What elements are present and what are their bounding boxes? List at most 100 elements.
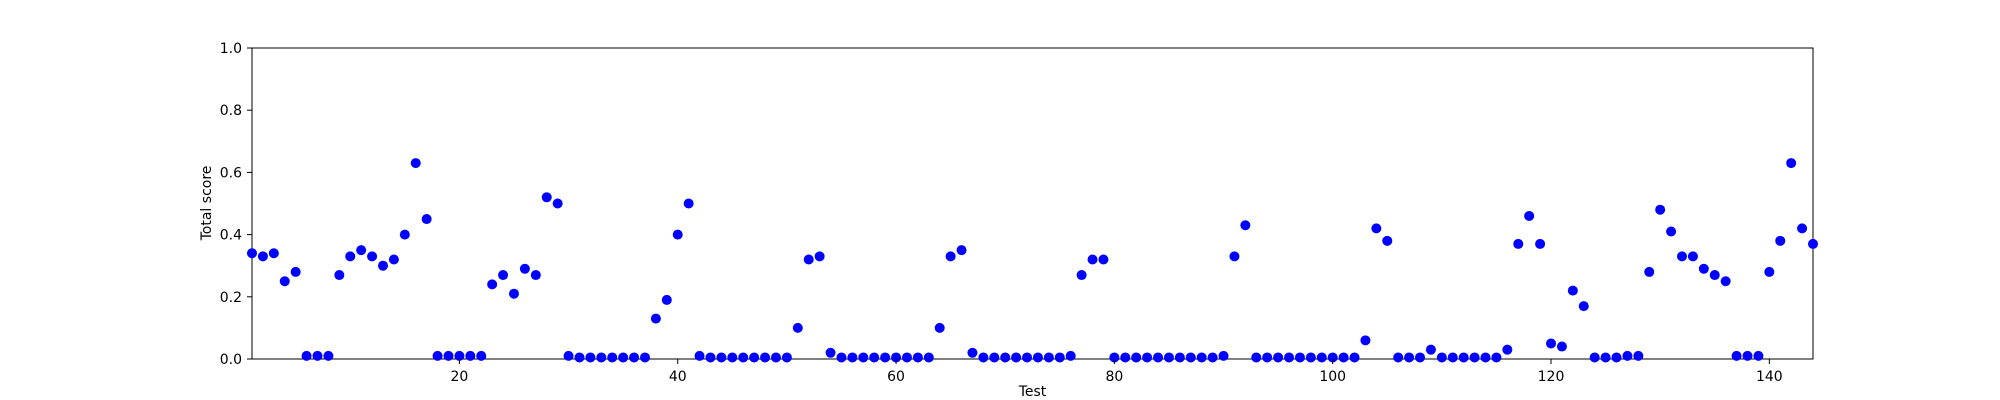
y-tick-label: 0.8 (220, 103, 242, 119)
data-point (487, 279, 498, 290)
data-point (323, 350, 334, 361)
data-point (1120, 352, 1131, 363)
data-point (530, 270, 541, 281)
data-point (290, 266, 301, 277)
data-point (1502, 344, 1513, 355)
data-point (1513, 238, 1524, 249)
data-point (1294, 352, 1305, 363)
data-point (912, 352, 923, 363)
data-point (650, 313, 661, 324)
x-axis-label: Test (1018, 384, 1047, 400)
data-point (1327, 352, 1338, 363)
data-point (1393, 352, 1404, 363)
data-point (869, 352, 880, 363)
data-point (1360, 335, 1371, 346)
data-point (1720, 276, 1731, 287)
data-point (836, 352, 847, 363)
data-point (1404, 352, 1415, 363)
data-point (639, 352, 650, 363)
data-point (1764, 266, 1775, 277)
data-point (1142, 352, 1153, 363)
data-point (1786, 158, 1797, 169)
data-point (257, 251, 268, 262)
data-point (1415, 352, 1426, 363)
data-point (781, 352, 792, 363)
data-point (1425, 344, 1436, 355)
data-point (814, 251, 825, 262)
data-point (891, 352, 902, 363)
data-point (705, 352, 716, 363)
data-point (694, 350, 705, 361)
data-point (1698, 263, 1709, 274)
data-point (1174, 352, 1185, 363)
data-point (596, 352, 607, 363)
data-point (803, 254, 814, 265)
data-point (1338, 352, 1349, 363)
data-point (585, 352, 596, 363)
data-point (1546, 338, 1557, 349)
data-point (377, 260, 388, 271)
data-point (1666, 226, 1677, 237)
data-point (901, 352, 912, 363)
data-point (1131, 352, 1142, 363)
data-point (1262, 352, 1273, 363)
data-point (956, 245, 967, 256)
data-point (1153, 352, 1164, 363)
x-tick-label: 100 (1319, 369, 1346, 385)
data-points (247, 158, 1818, 363)
data-point (443, 350, 454, 361)
data-point (1709, 270, 1720, 281)
data-point (399, 229, 410, 240)
data-point (1207, 352, 1218, 363)
data-point (1480, 352, 1491, 363)
data-point (410, 158, 421, 169)
y-axis-label: Total score (199, 166, 215, 242)
data-point (1524, 210, 1535, 221)
data-point (1677, 251, 1688, 262)
data-point (1109, 352, 1120, 363)
y-tick-label: 1.0 (220, 41, 242, 57)
data-point (476, 350, 487, 361)
data-point (574, 352, 585, 363)
data-point (1098, 254, 1109, 265)
data-point (1218, 350, 1229, 361)
data-point (716, 352, 727, 363)
data-point (945, 251, 956, 262)
data-point (345, 251, 356, 262)
data-point (1065, 350, 1076, 361)
data-point (508, 288, 519, 299)
data-point (989, 352, 1000, 363)
data-point (792, 322, 803, 333)
data-point (727, 352, 738, 363)
data-point (607, 352, 618, 363)
data-point (279, 276, 290, 287)
data-point (367, 251, 378, 262)
data-point (1567, 285, 1578, 296)
data-point (1633, 350, 1644, 361)
x-tick-label: 140 (1756, 369, 1783, 385)
data-point (760, 352, 771, 363)
data-point (1273, 352, 1284, 363)
data-point (1382, 235, 1393, 246)
y-axis-ticks: 0.0 0.2 0.4 0.6 0.8 1.0 (220, 41, 252, 368)
data-point (1447, 352, 1458, 363)
data-point (1622, 350, 1633, 361)
data-point (1742, 350, 1753, 361)
data-point (247, 248, 257, 259)
data-point (1458, 352, 1469, 363)
data-point (1611, 352, 1622, 363)
data-point (312, 350, 323, 361)
data-point (498, 270, 509, 281)
data-point (1371, 223, 1382, 234)
data-point (683, 198, 694, 209)
data-point (1196, 352, 1207, 363)
data-point (301, 350, 312, 361)
data-point (1644, 266, 1655, 277)
data-point (847, 352, 858, 363)
data-point (454, 350, 465, 361)
data-point (749, 352, 760, 363)
data-point (967, 347, 978, 358)
x-tick-label: 120 (1538, 369, 1565, 385)
